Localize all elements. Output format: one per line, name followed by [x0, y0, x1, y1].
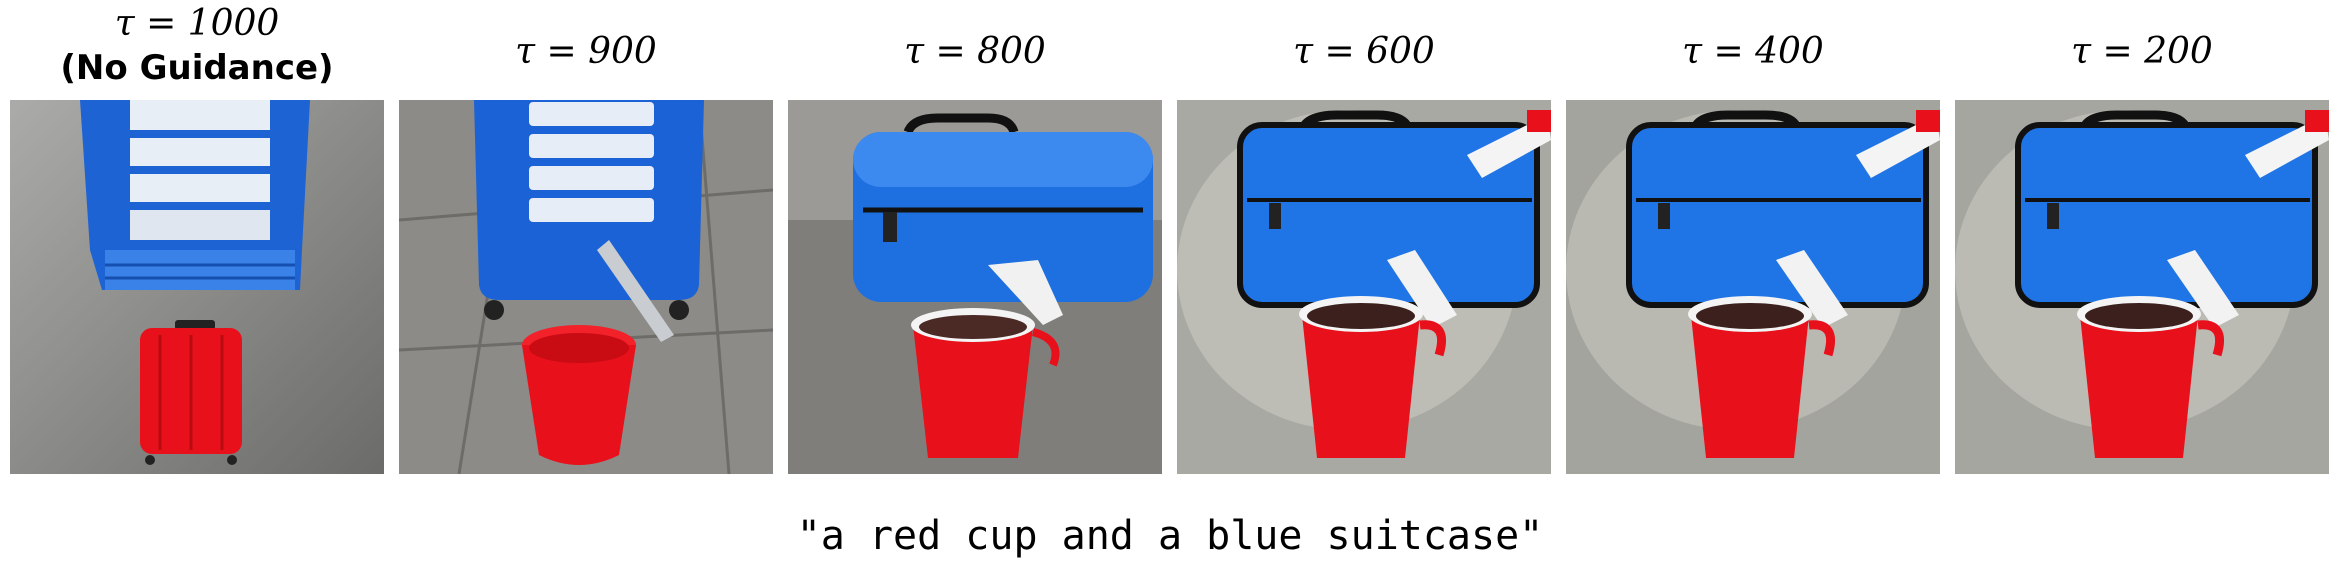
panel-label: τ = 900	[515, 31, 657, 72]
panel-tau-600: τ = 600	[1177, 0, 1551, 478]
generated-image	[1177, 100, 1551, 474]
panel-tau-800: τ = 800	[788, 0, 1162, 478]
panel-label: τ = 800	[904, 31, 1046, 72]
prompt-caption: "a red cup and a blue suitcase"	[796, 513, 1544, 559]
generated-image	[788, 100, 1162, 474]
panel-label: τ = 1000	[114, 3, 280, 44]
generated-image	[10, 100, 384, 474]
panel-tau-1000: τ = 1000 (No Guidance)	[10, 0, 384, 478]
panel-label: τ = 400	[1682, 31, 1824, 72]
panel-tau-900: τ = 900	[399, 0, 773, 478]
generated-image	[1955, 100, 2329, 474]
generated-image	[399, 100, 773, 474]
panel-label: τ = 600	[1293, 31, 1435, 72]
panel-tau-400: τ = 400	[1566, 0, 1940, 478]
panel-sublabel: (No Guidance)	[60, 48, 334, 88]
panel-tau-200: τ = 200	[1955, 0, 2329, 478]
panel-label: τ = 200	[2071, 31, 2213, 72]
generated-image	[1566, 100, 1940, 474]
